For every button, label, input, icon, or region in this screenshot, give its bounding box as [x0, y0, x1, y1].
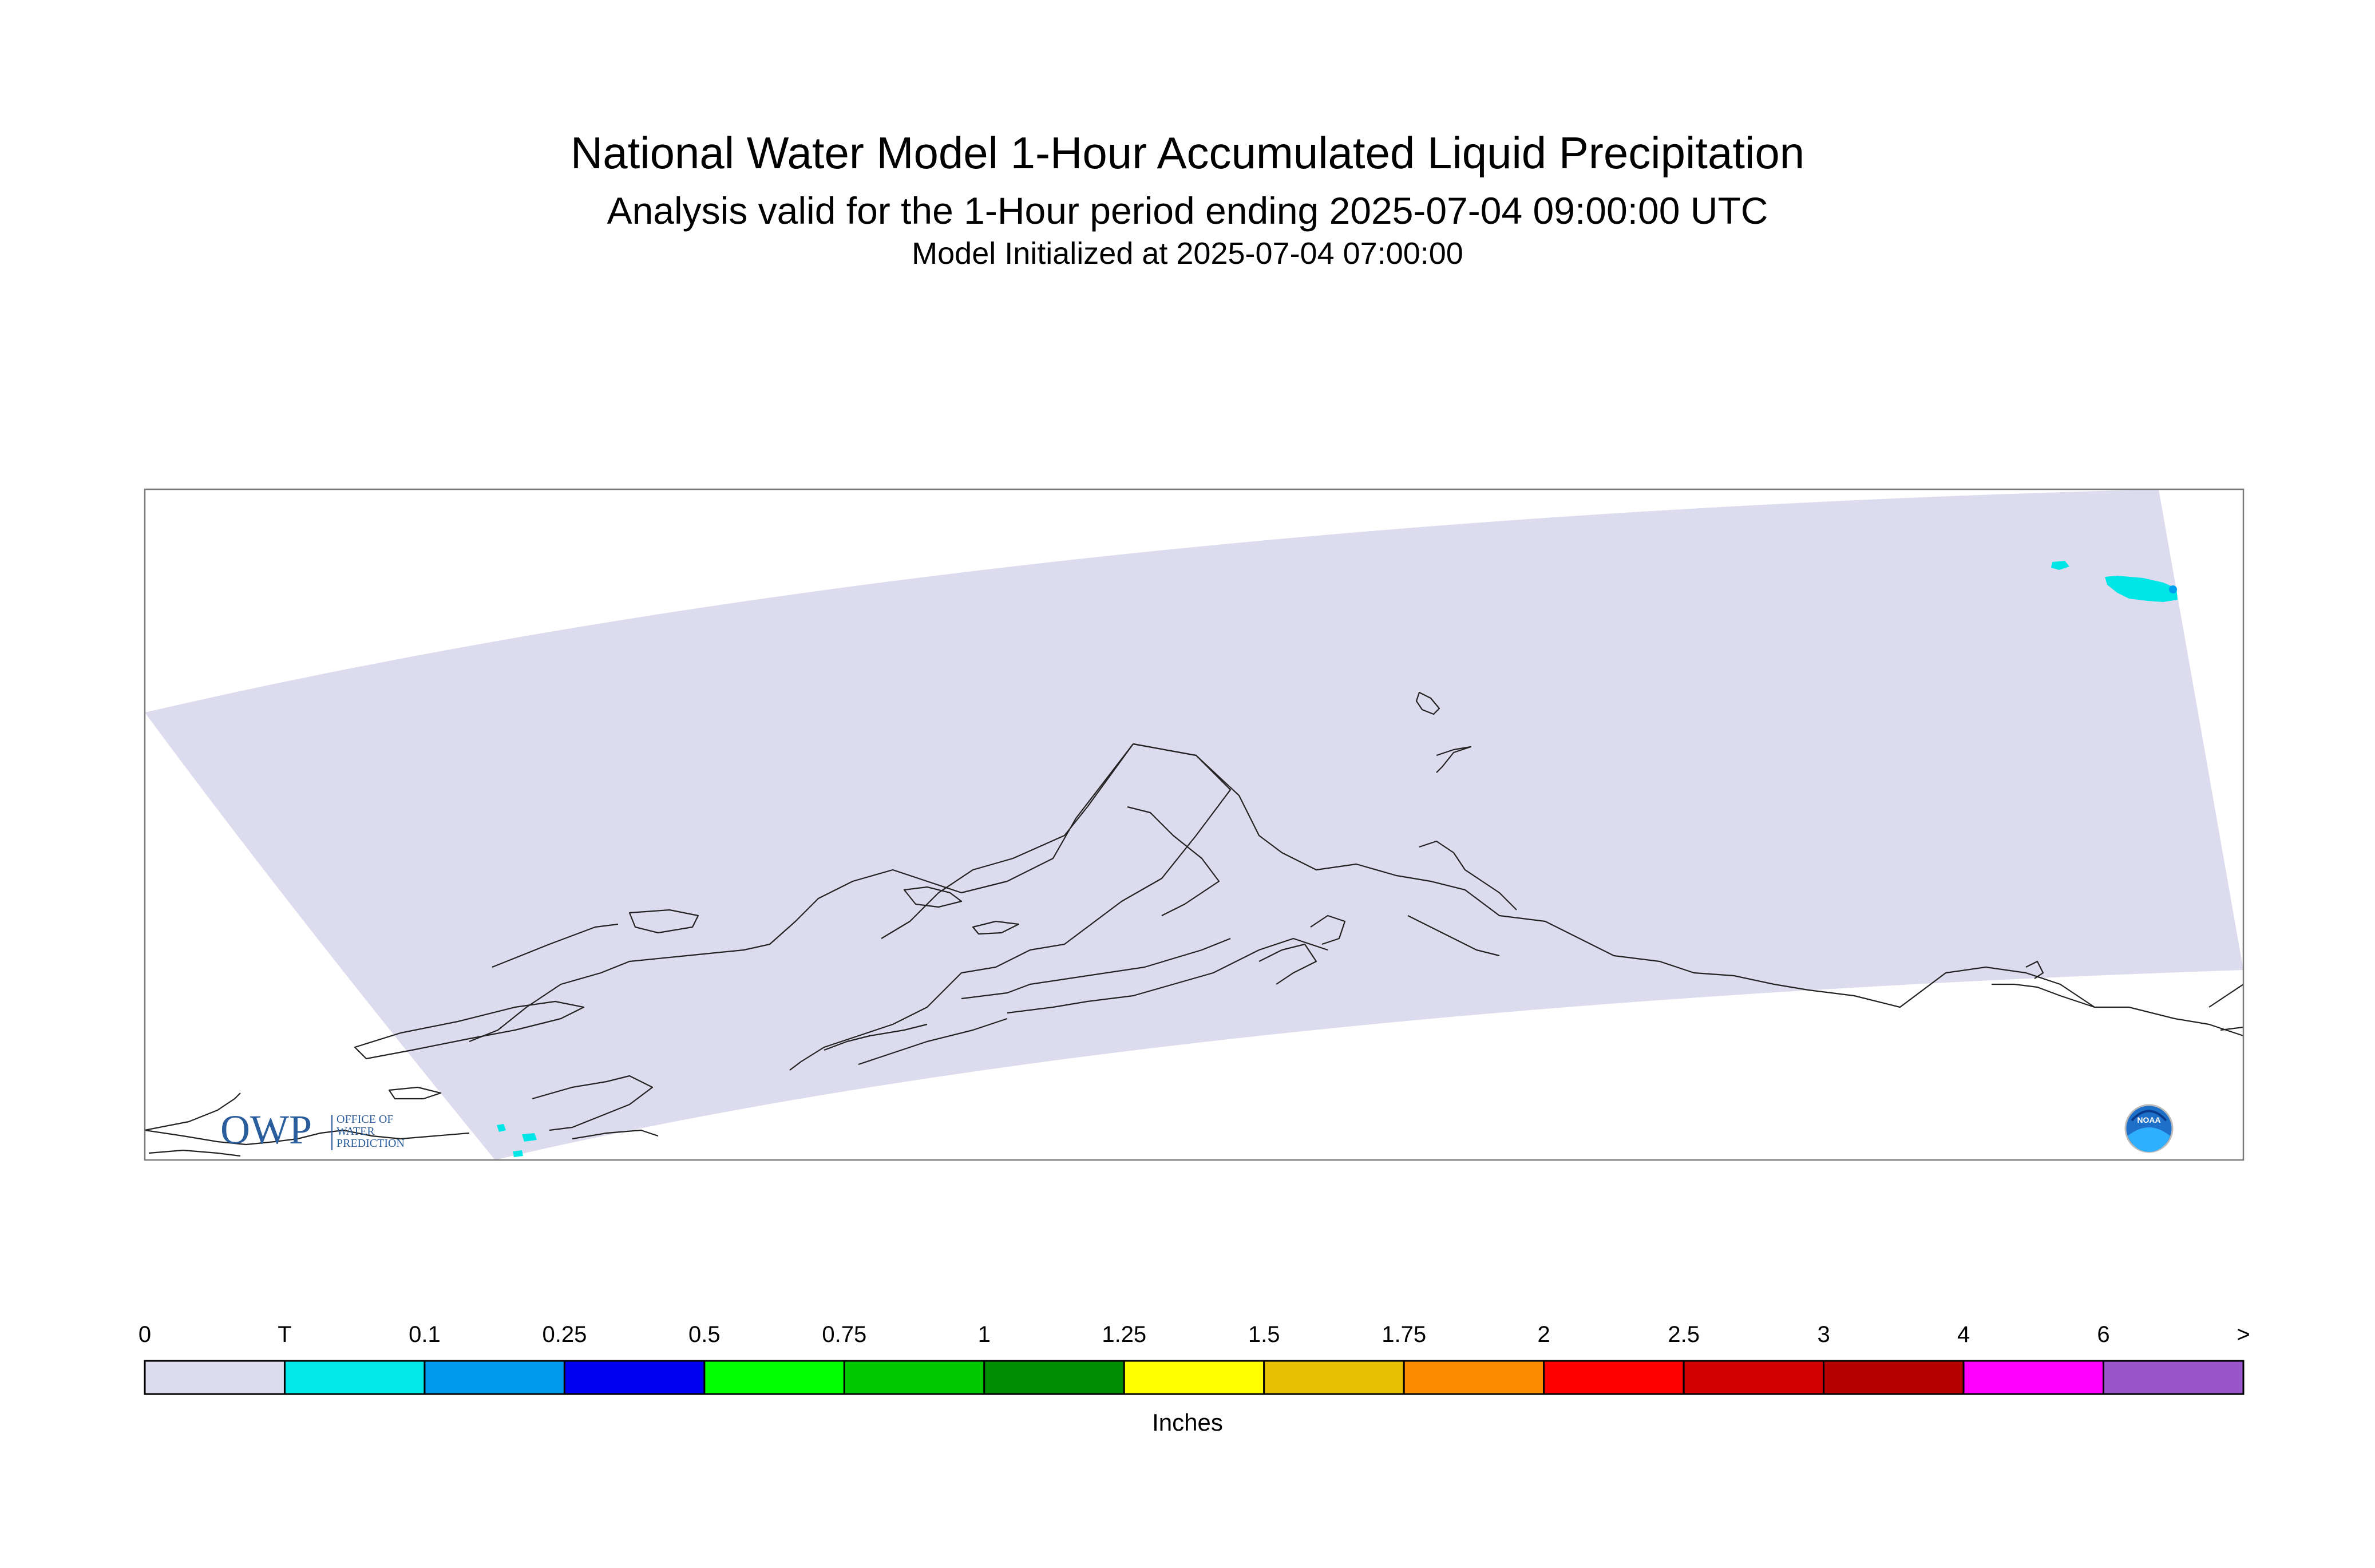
legend-tick-label: 0: [138, 1322, 151, 1347]
legend-tick-label: 4: [1957, 1322, 1970, 1347]
legend-tick-label: 1.5: [1248, 1322, 1280, 1347]
legend-bin-0: [144, 1360, 286, 1395]
model-domain-area: [145, 489, 2243, 1160]
model-init-time: Model Initialized at 2025-07-04 07:00:00: [912, 236, 1463, 271]
legend-bin-7: [1123, 1360, 1265, 1395]
svg-text:OFFICE OF: OFFICE OF: [337, 1113, 393, 1126]
legend-bin-10: [1543, 1360, 1685, 1395]
legend-tick-label: 2.5: [1668, 1322, 1700, 1347]
legend-tick-label: 0.25: [542, 1322, 587, 1347]
map-frame: [144, 488, 2245, 1161]
precip-areas: [497, 561, 2178, 1157]
svg-text:NOAA: NOAA: [2137, 1115, 2160, 1124]
legend-bin-8: [1263, 1360, 1405, 1395]
map-subtitle: Analysis valid for the 1-Hour period end…: [607, 189, 1768, 232]
legend-tick-label: 0.5: [688, 1322, 721, 1347]
legend-units-label: Inches: [1152, 1409, 1223, 1436]
coastlines: [145, 691, 2243, 1157]
svg-text:OWP: OWP: [220, 1107, 312, 1153]
noaa-logo: NOAA: [2124, 1104, 2174, 1153]
legend-tick-label: 0.1: [409, 1322, 441, 1347]
legend-bin-2: [423, 1360, 565, 1395]
owp-logo: OWP OFFICE OF WATER PREDICTION: [220, 1107, 405, 1153]
legend-tick-label: 1: [978, 1322, 991, 1347]
legend-bin-5: [843, 1360, 985, 1395]
legend-bin-13: [1962, 1360, 2105, 1395]
legend-tick-label: 1.75: [1382, 1322, 1426, 1347]
svg-text:WATER: WATER: [337, 1125, 375, 1138]
legend-bin-4: [703, 1360, 845, 1395]
legend-bin-3: [563, 1360, 706, 1395]
legend-tick-label: T: [278, 1322, 291, 1347]
legend-bin-6: [983, 1360, 1125, 1395]
legend-bin-14: [2103, 1360, 2245, 1395]
legend-tick-label: 0.75: [822, 1322, 866, 1347]
legend-tick-label: 3: [1817, 1322, 1830, 1347]
map-title: National Water Model 1-Hour Accumulated …: [570, 128, 1805, 178]
legend-bin-1: [283, 1360, 426, 1395]
legend-bin-11: [1683, 1360, 1825, 1395]
legend-tick-label: 2: [1538, 1322, 1550, 1347]
legend-tick-label: 6: [2097, 1322, 2109, 1347]
legend-tick-label: 1.25: [1102, 1322, 1146, 1347]
legend-bin-12: [1823, 1360, 1965, 1395]
svg-text:PREDICTION: PREDICTION: [337, 1137, 405, 1150]
legend-bin-9: [1403, 1360, 1545, 1395]
legend-tick-label: >: [2237, 1322, 2250, 1347]
